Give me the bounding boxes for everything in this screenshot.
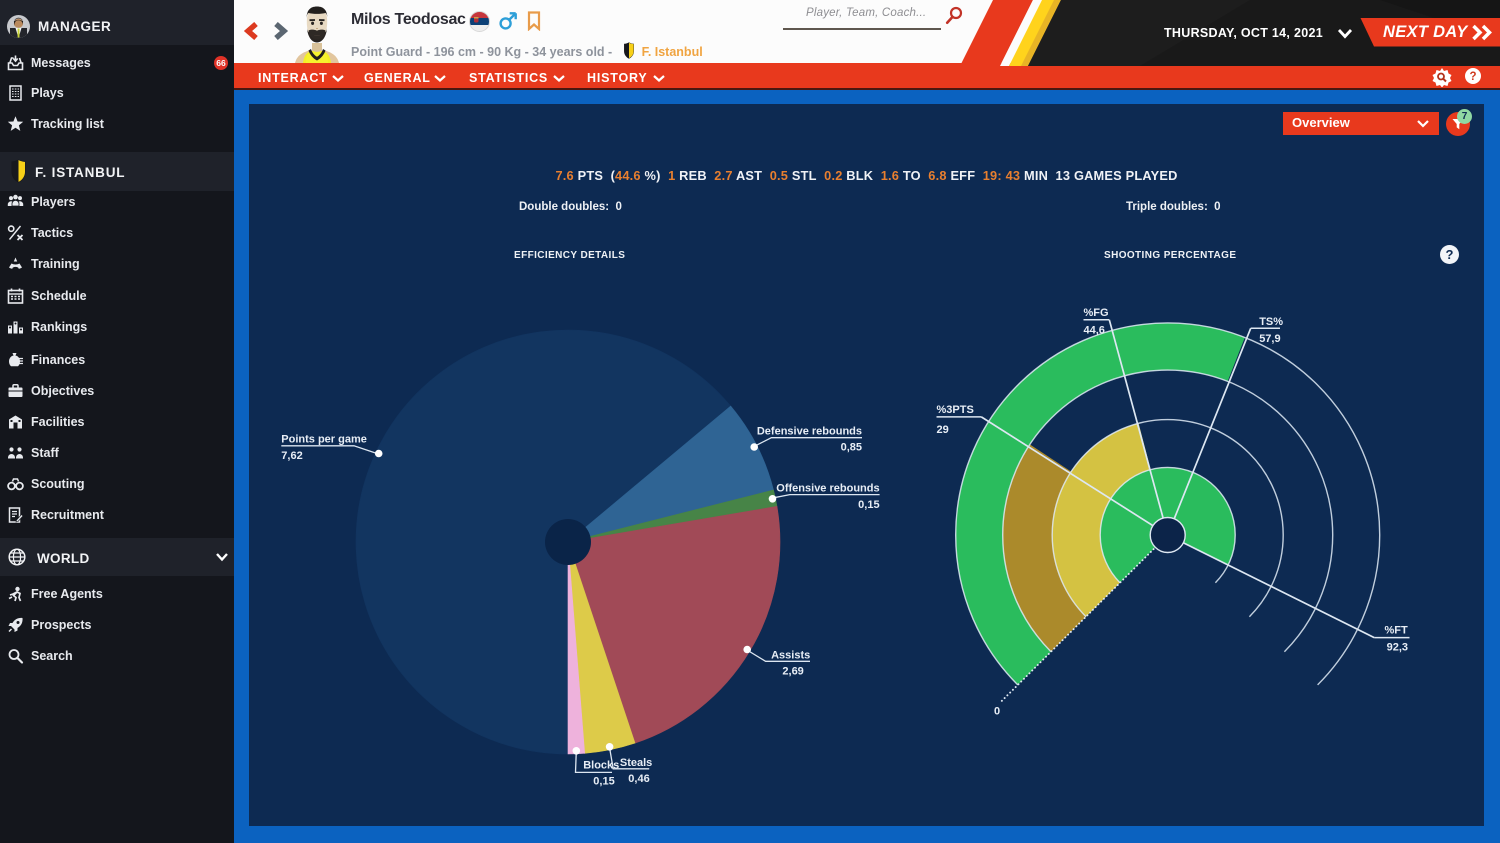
svg-text:0,85: 0,85 <box>841 442 862 454</box>
svg-text:?: ? <box>1469 71 1476 83</box>
svg-text:44,6: 44,6 <box>1084 325 1105 337</box>
svg-text:7,62: 7,62 <box>281 450 302 462</box>
svg-text:Offensive rebounds: Offensive rebounds <box>776 483 879 495</box>
svg-text:Assists: Assists <box>771 649 810 661</box>
svg-text:0: 0 <box>994 706 1000 718</box>
svg-text:Defensive rebounds: Defensive rebounds <box>757 426 862 438</box>
svg-text:0,15: 0,15 <box>593 776 614 788</box>
svg-text:57,9: 57,9 <box>1259 333 1280 345</box>
svg-text:92,3: 92,3 <box>1387 642 1408 654</box>
svg-text:Blocks: Blocks <box>583 760 619 772</box>
svg-text:Points per game: Points per game <box>281 434 367 446</box>
svg-text:TS%: TS% <box>1259 316 1283 328</box>
svg-text:%3PTS: %3PTS <box>937 404 974 416</box>
svg-text:0,46: 0,46 <box>628 773 649 785</box>
svg-text:Steals: Steals <box>620 757 652 769</box>
svg-text:%FG: %FG <box>1084 307 1109 319</box>
svg-text:0,15: 0,15 <box>858 499 879 511</box>
svg-text:%FT: %FT <box>1385 624 1409 636</box>
svg-text:2,69: 2,69 <box>782 665 803 677</box>
svg-text:29: 29 <box>937 424 949 436</box>
